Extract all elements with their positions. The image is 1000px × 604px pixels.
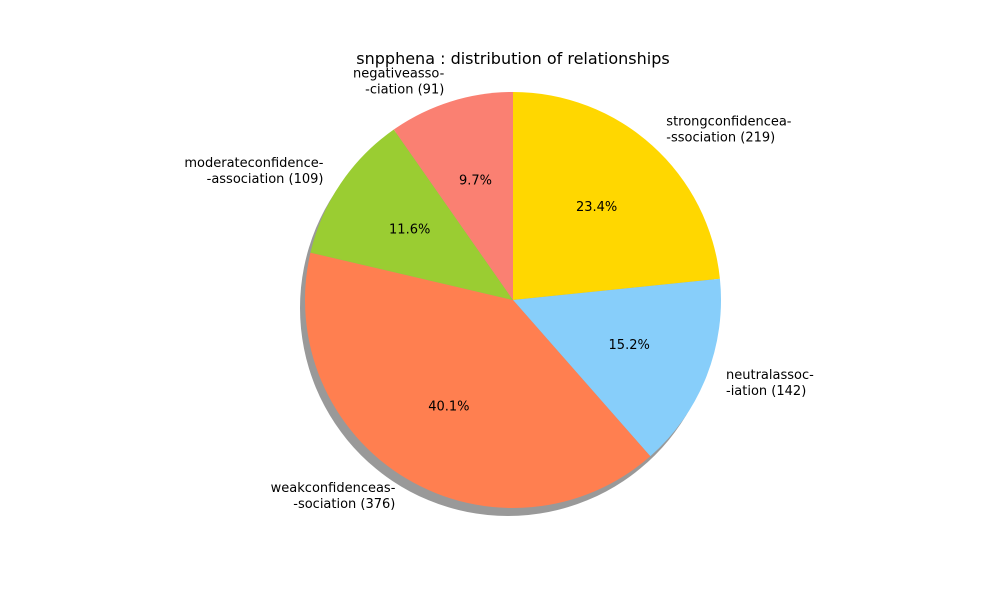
chart-title: snpphena : distribution of relationships [356, 49, 669, 68]
slice-label-line: negativeasso- [353, 66, 445, 81]
slice-label-line: moderateconfidence- [184, 156, 323, 171]
slice-labels: strongconfidencea--ssociation (219) neutr… [184, 66, 814, 512]
slice-label-2: weakconfidenceas--sociation (376) [271, 481, 396, 512]
pie-slice-4 [393, 92, 513, 300]
pie-slice-2 [304, 252, 651, 509]
slice-label-1: neutralassoc--iation (142) [726, 368, 814, 399]
slice-label-line: -iation (142) [726, 384, 806, 399]
percent-label-3: 11.6% [389, 223, 430, 238]
slice-label-3: moderateconfidence--association (109) [184, 156, 323, 187]
percent-labels: 23.4% 15.2% 40.1% 11.6% 9.7% [389, 174, 650, 415]
slice-label-line: strongconfidencea- [666, 115, 792, 130]
slice-label-line: -ssociation (219) [666, 131, 775, 146]
slice-label-0: strongconfidencea--ssociation (219) [666, 115, 792, 146]
pie-slice-3 [310, 129, 513, 300]
pie-slice-1 [513, 278, 721, 457]
slice-label-line: neutralassoc- [726, 368, 814, 383]
slice-label-line: -sociation (376) [293, 497, 395, 512]
percent-label-4: 9.7% [459, 174, 492, 189]
slice-label-4: negativeasso--ciation (91) [353, 66, 445, 97]
pie-slice-0 [513, 92, 720, 300]
percent-label-0: 23.4% [576, 200, 617, 215]
percent-label-2: 40.1% [428, 400, 469, 415]
slice-label-line: -association (109) [207, 172, 324, 187]
slice-label-line: weakconfidenceas- [271, 481, 396, 496]
slice-label-line: -ciation (91) [365, 82, 444, 97]
percent-label-1: 15.2% [609, 338, 650, 353]
pie-slices [304, 92, 721, 509]
